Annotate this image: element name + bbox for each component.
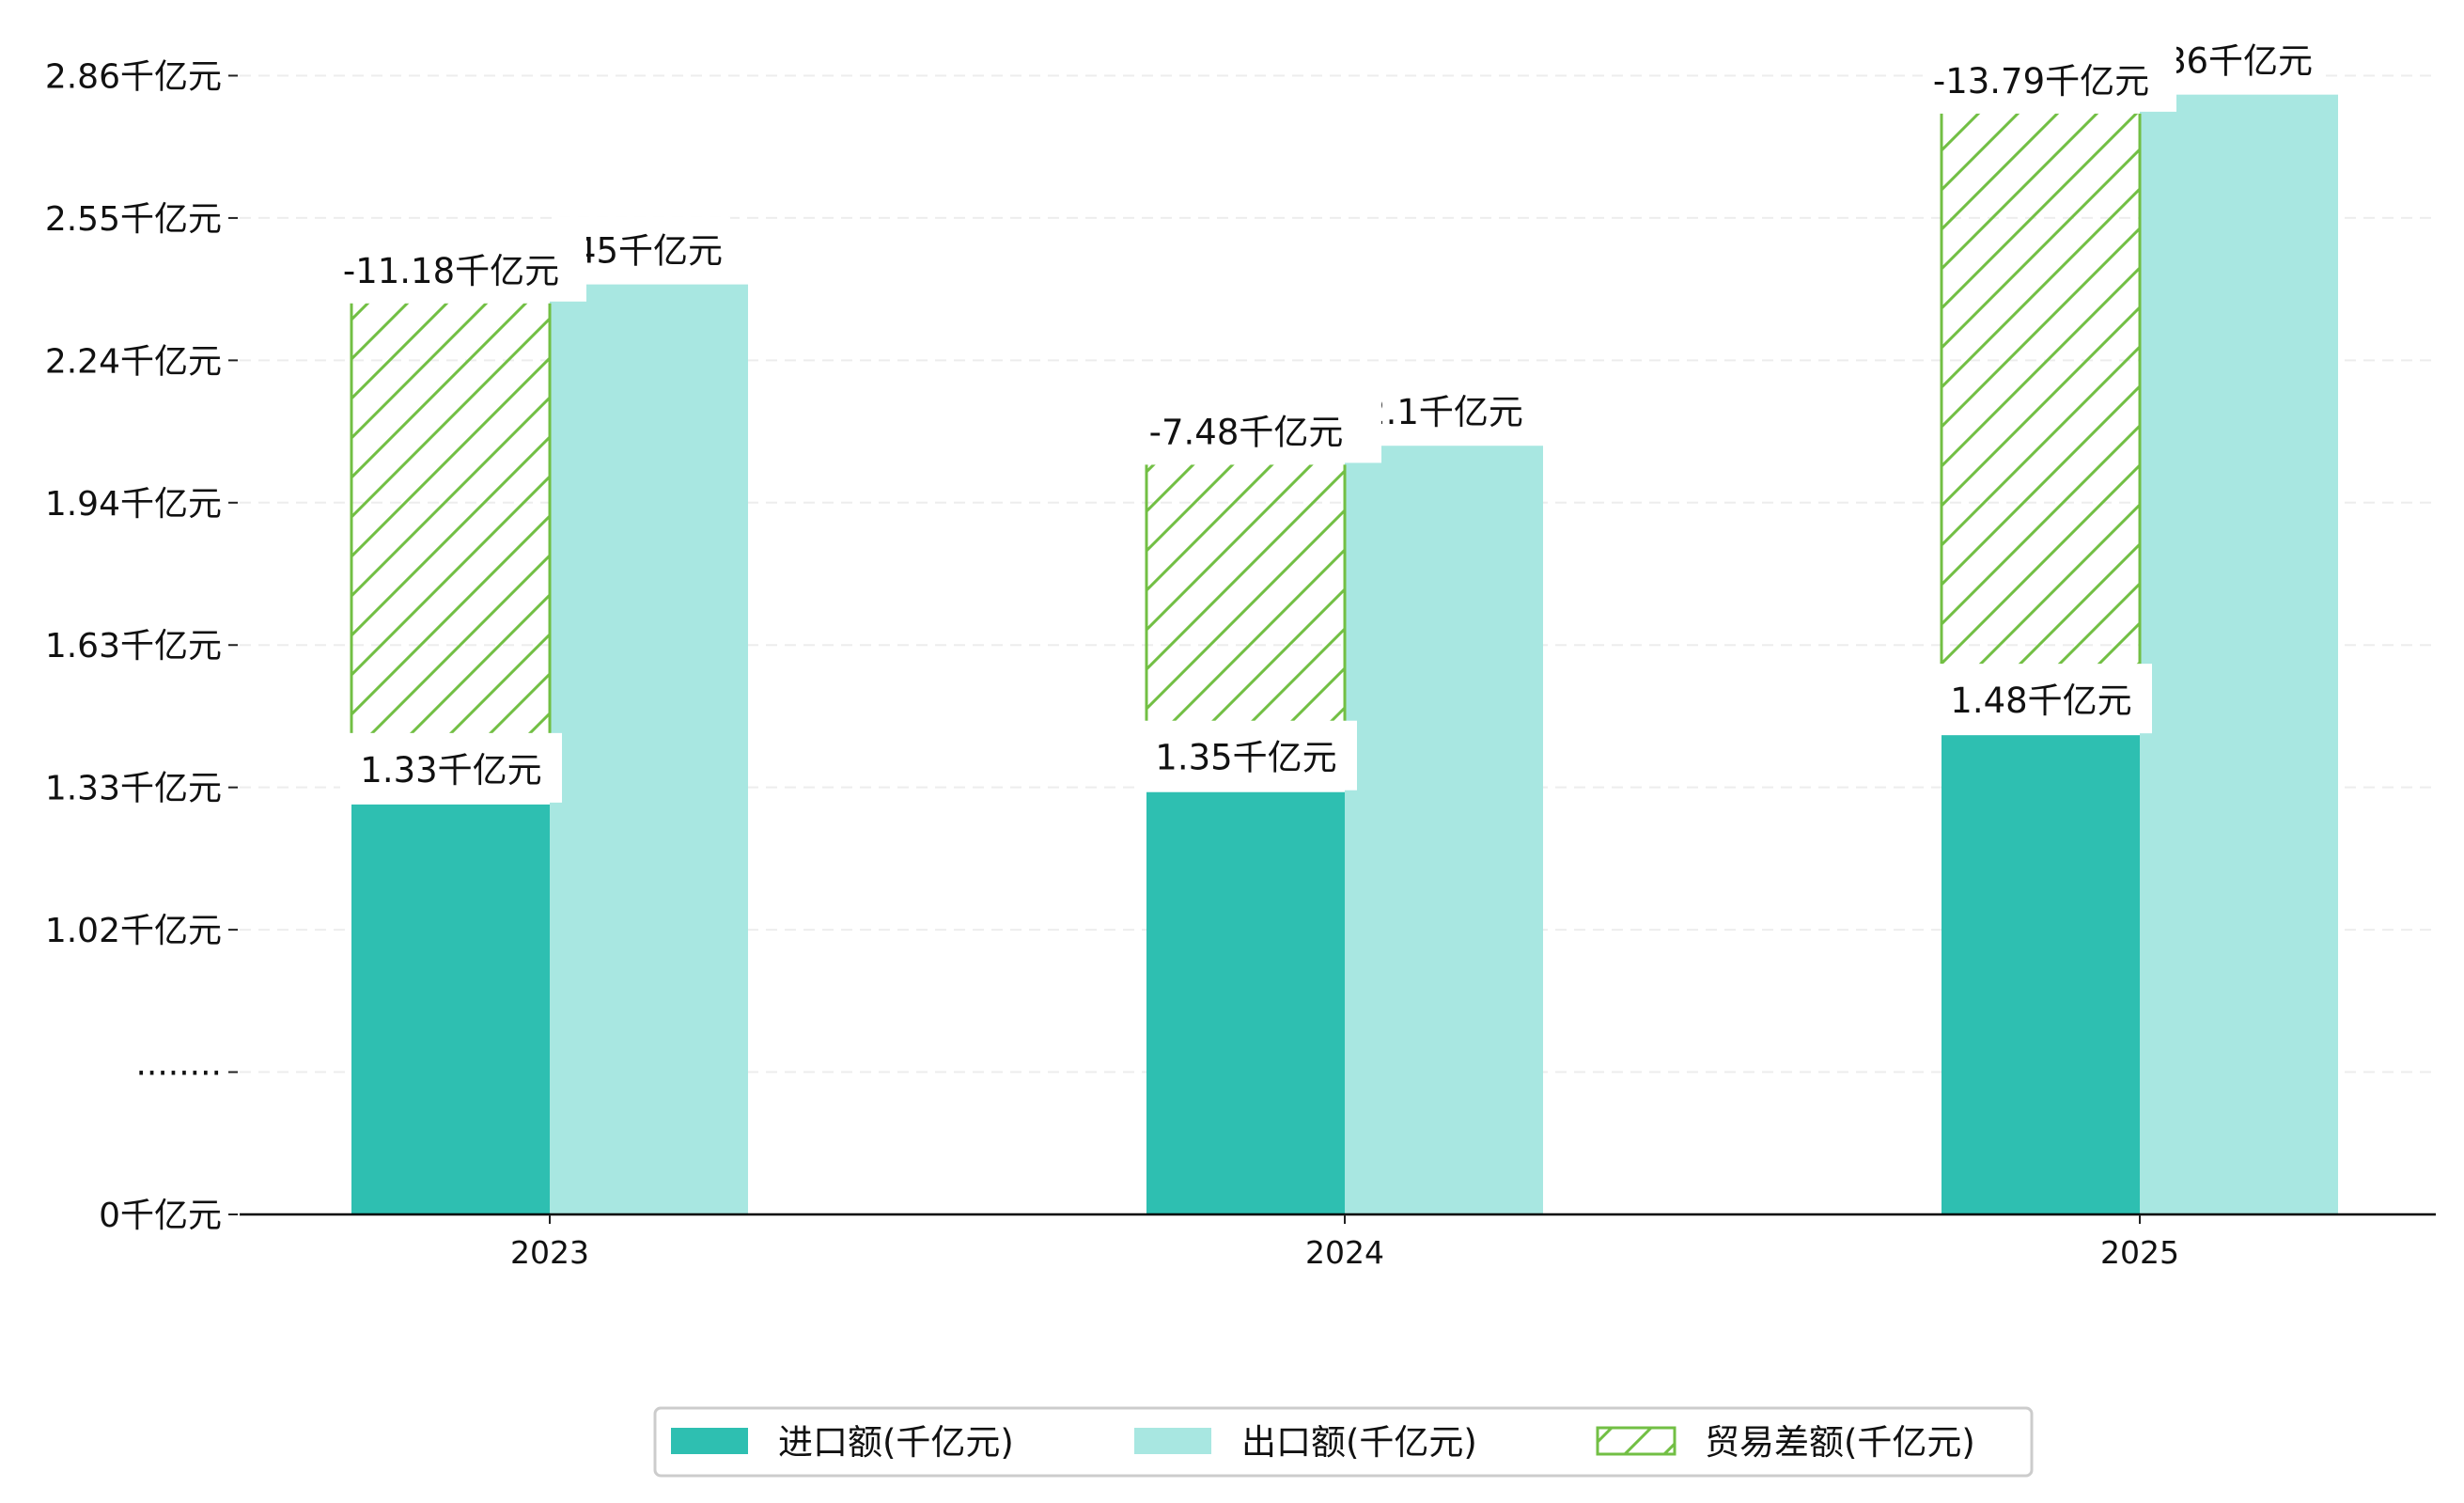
balance-value-label: -7.48千亿元 <box>1149 412 1344 452</box>
y-tick-label: 1.94千亿元 <box>45 485 222 524</box>
import-label-box <box>1930 664 2152 734</box>
legend-swatch <box>671 1428 748 1454</box>
y-tick-label: 1.33千亿元 <box>45 770 222 808</box>
export-value-label: 45千亿元 <box>574 231 723 272</box>
bars <box>350 94 2338 1214</box>
x-tick-label: 2025 <box>2100 1234 2179 1271</box>
y-tick-label: 0千亿元 <box>99 1197 222 1235</box>
balance-value-label: -13.79千亿元 <box>1933 61 2149 102</box>
balance-label-box <box>1923 45 2176 112</box>
y-tick-label: 1.02千亿元 <box>45 912 222 950</box>
import-label-box <box>1135 720 1357 791</box>
x-tick-label: 2023 <box>510 1234 589 1271</box>
y-tick-label: 2.24千亿元 <box>45 342 222 381</box>
export-label-box <box>2149 26 2320 89</box>
y-tick-label: 2.55千亿元 <box>45 200 222 239</box>
y-tick-label: 2.86千亿元 <box>45 57 222 96</box>
export-value-label: 86千亿元 <box>2164 41 2313 82</box>
legend-swatch <box>1134 1428 1211 1454</box>
y-tick-label: ········ <box>135 1055 222 1093</box>
export-bar <box>550 284 748 1214</box>
import-value-label: 1.48千亿元 <box>1950 681 2131 721</box>
import-bar <box>1146 791 1345 1214</box>
balance-value-label: -11.18千亿元 <box>343 251 559 291</box>
legend-box <box>653 1406 2034 1478</box>
legend-swatch <box>1596 1426 1676 1456</box>
legend-label: 贸易差额(千亿元) <box>1705 1422 1975 1463</box>
import-bar <box>1942 735 2140 1214</box>
export-bar <box>1345 446 1543 1214</box>
import-value-label: 1.35千亿元 <box>1155 738 1336 778</box>
data-labels: 45千亿元 -11.18千亿元 1.33千亿元 2.1千亿元 -7.48千亿元 1.35千… <box>333 26 2320 803</box>
export-bar <box>2140 94 2338 1214</box>
import-label-box <box>340 732 562 803</box>
axes: 0千亿元 ········ 1.02千亿元 1.33千亿元 1.63千亿元 1.94千亿元… <box>45 57 2436 1271</box>
balance-label-box <box>333 235 586 302</box>
export-label-box <box>559 216 730 279</box>
export-label-box <box>1354 378 1525 441</box>
legend: 进口额(千亿元) 出口额(千亿元) 贸易差额(千亿元) <box>653 1406 2034 1478</box>
y-tick-label: 1.63千亿元 <box>45 627 222 665</box>
import-bar <box>351 804 550 1214</box>
balance-label-box <box>1128 397 1381 463</box>
legend-label: 进口额(千亿元) <box>778 1422 1014 1463</box>
import-value-label: 1.33千亿元 <box>360 750 541 791</box>
balance-bar <box>351 303 550 761</box>
balance-bar <box>1942 113 2140 665</box>
x-tick-label: 2024 <box>1305 1234 1384 1271</box>
legend-label: 出口额(千亿元) <box>1241 1422 1477 1463</box>
export-value-label: 2.1千亿元 <box>1364 392 1523 432</box>
